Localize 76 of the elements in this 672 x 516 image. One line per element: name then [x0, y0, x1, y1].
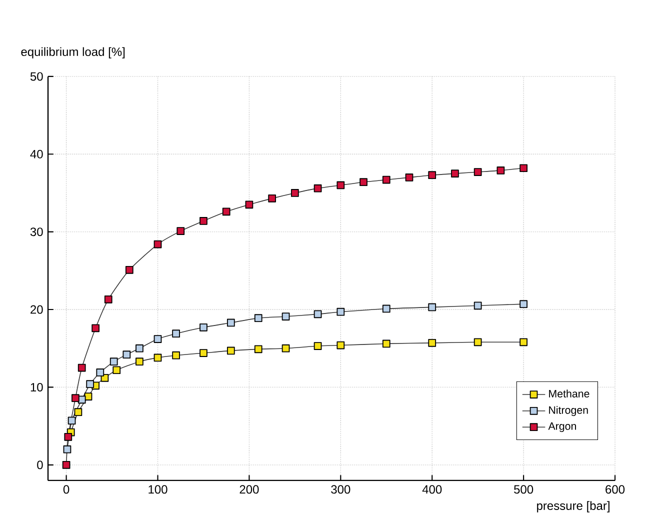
point — [520, 164, 528, 172]
point — [136, 344, 144, 352]
x-tick-label: 0 — [63, 485, 70, 494]
point — [226, 346, 235, 355]
point — [64, 433, 72, 441]
point — [74, 408, 82, 416]
point — [254, 345, 262, 354]
point — [520, 338, 528, 346]
point — [200, 349, 208, 357]
point — [254, 314, 262, 322]
point — [63, 445, 72, 454]
point — [314, 342, 322, 350]
y-tick-label: 30 — [30, 228, 43, 236]
point — [428, 171, 436, 180]
x-tick-label: 100 — [148, 485, 168, 494]
y-axis-title: equilibrium load [%] — [21, 47, 125, 58]
point — [336, 341, 345, 350]
x-tick-label: 300 — [331, 485, 350, 494]
point — [520, 300, 528, 308]
x-tick-label: 200 — [240, 485, 259, 494]
point — [110, 358, 118, 366]
point — [72, 394, 80, 402]
y-tick-label: 20 — [30, 305, 43, 314]
point — [226, 318, 235, 327]
point — [125, 266, 134, 274]
point — [282, 344, 290, 352]
point — [428, 303, 436, 312]
y-tick-label: 50 — [30, 72, 43, 81]
point — [154, 335, 162, 343]
x-tick-label: 400 — [422, 485, 442, 494]
point — [62, 460, 70, 469]
point — [136, 358, 144, 366]
y-tick-label: 10 — [30, 382, 43, 392]
point — [314, 310, 322, 318]
y-tick-label: 40 — [30, 150, 43, 158]
point — [314, 184, 322, 192]
point — [360, 178, 368, 186]
point — [428, 338, 436, 347]
point — [245, 200, 254, 209]
point — [172, 330, 180, 338]
point — [86, 380, 94, 388]
point — [154, 354, 162, 362]
point — [405, 174, 414, 182]
legend-label: Argon — [548, 422, 576, 432]
point — [282, 312, 290, 320]
point — [382, 304, 390, 313]
point — [200, 323, 208, 332]
point — [474, 168, 482, 176]
point — [474, 338, 482, 346]
point — [474, 302, 482, 310]
point — [122, 350, 131, 359]
y-tick-label: 0 — [37, 460, 43, 470]
point — [96, 368, 104, 376]
x-tick-label: 600 — [606, 485, 625, 494]
point — [382, 340, 390, 348]
x-axis-title: pressure [bar] — [537, 501, 610, 512]
point — [336, 308, 345, 316]
point — [200, 217, 208, 225]
point — [382, 176, 390, 184]
point — [78, 364, 86, 372]
legend-label: Nitrogen — [549, 406, 588, 416]
legend-label: Methane — [549, 390, 590, 398]
point — [222, 208, 230, 216]
point — [176, 227, 185, 235]
point — [496, 166, 505, 174]
x-tick-label: 500 — [514, 485, 534, 494]
point — [112, 366, 121, 374]
point — [154, 240, 162, 248]
point — [104, 295, 112, 304]
point — [68, 416, 76, 425]
point — [92, 324, 100, 332]
point — [451, 170, 459, 178]
point — [336, 181, 345, 190]
point — [290, 189, 299, 197]
point — [172, 351, 180, 360]
point — [268, 194, 276, 202]
